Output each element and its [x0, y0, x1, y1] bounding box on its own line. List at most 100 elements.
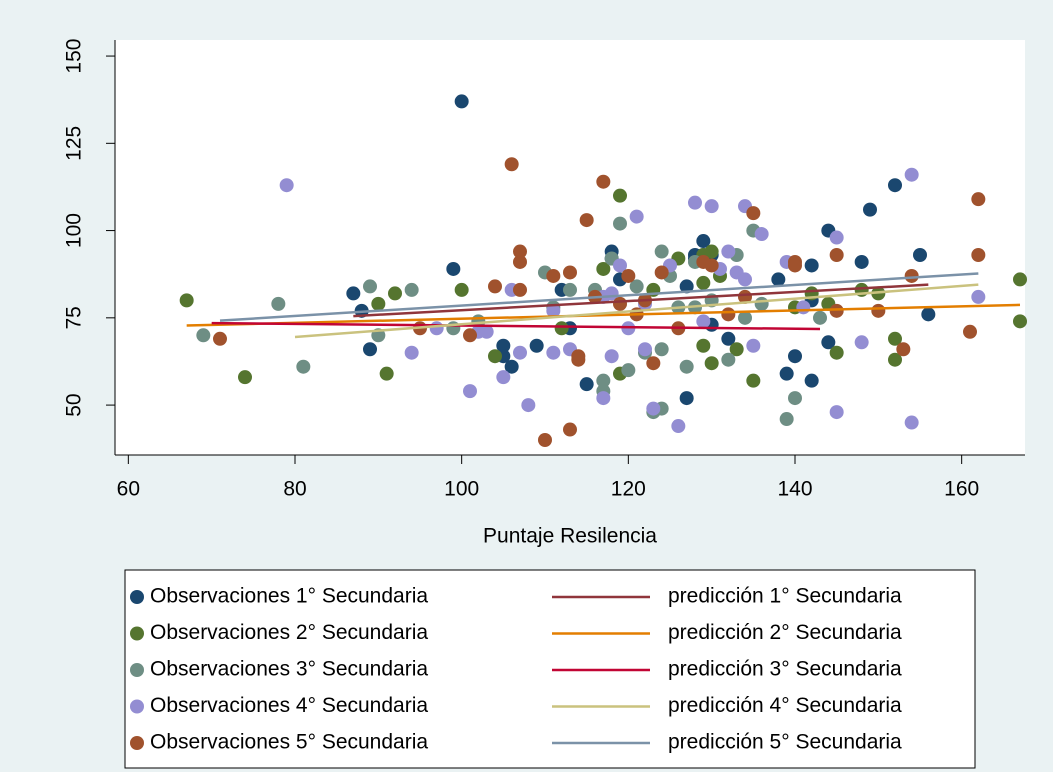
point — [371, 296, 386, 311]
point — [271, 296, 286, 311]
point — [721, 307, 736, 322]
point — [921, 307, 936, 322]
legend-label: Observaciones 2° Secundaria — [150, 621, 428, 644]
point — [596, 261, 611, 276]
point — [688, 195, 702, 210]
point — [488, 279, 502, 294]
point — [829, 405, 844, 420]
point — [563, 265, 577, 280]
legend-marker — [130, 699, 144, 714]
point — [679, 279, 694, 294]
y-tick-label: 150 — [63, 39, 86, 74]
point — [513, 244, 527, 259]
point — [279, 178, 294, 193]
point — [579, 377, 594, 392]
point — [446, 261, 461, 276]
point — [754, 296, 769, 311]
point — [721, 352, 736, 367]
point — [529, 338, 544, 353]
point — [479, 324, 494, 339]
point — [613, 258, 627, 273]
y-tick-label: 75 — [63, 306, 86, 329]
point — [513, 345, 527, 360]
point — [671, 419, 686, 434]
legend-marker — [130, 736, 144, 750]
point — [296, 359, 311, 374]
point — [696, 314, 711, 329]
point — [613, 216, 627, 231]
point — [454, 282, 469, 297]
point — [788, 258, 802, 273]
point — [429, 321, 444, 336]
point — [788, 391, 802, 406]
point — [629, 279, 644, 294]
point — [621, 363, 636, 378]
x-tick-label: 140 — [777, 478, 812, 501]
point — [463, 384, 477, 399]
prediction-line — [186, 303, 1021, 327]
point — [629, 209, 644, 224]
point — [746, 206, 761, 221]
point — [779, 412, 794, 427]
point — [813, 310, 827, 325]
point — [546, 268, 561, 283]
point — [704, 199, 719, 214]
point — [554, 321, 569, 336]
point — [696, 234, 711, 249]
point — [654, 265, 669, 280]
point — [596, 373, 611, 388]
point — [854, 254, 869, 269]
point — [646, 401, 661, 416]
point — [521, 398, 536, 413]
point — [771, 272, 786, 287]
point — [546, 303, 561, 318]
point — [496, 370, 511, 385]
point — [738, 272, 752, 287]
point — [971, 248, 986, 263]
point — [863, 202, 877, 217]
point — [704, 356, 719, 371]
legend-label: Observaciones 3° Secundaria — [150, 658, 428, 681]
point — [871, 303, 886, 318]
point — [546, 345, 561, 360]
point — [696, 275, 711, 290]
point — [513, 282, 527, 297]
point — [238, 370, 252, 385]
point — [754, 227, 769, 242]
prediction-line — [353, 283, 929, 318]
point — [404, 345, 419, 360]
point — [488, 349, 502, 364]
point — [804, 258, 819, 273]
point — [196, 328, 211, 343]
point — [788, 349, 802, 364]
point — [904, 415, 919, 430]
point — [829, 248, 844, 263]
point — [904, 268, 919, 283]
point — [638, 342, 652, 357]
point — [613, 296, 627, 311]
legend-marker — [130, 663, 144, 677]
point — [596, 391, 611, 406]
y-tick-label: 50 — [63, 393, 86, 416]
point — [538, 432, 552, 447]
point — [896, 342, 911, 357]
x-tick-label: 100 — [444, 478, 479, 501]
point — [829, 303, 844, 318]
point — [496, 338, 511, 353]
legend-label: predicción 3° Secundaria — [668, 658, 902, 681]
legend — [124, 569, 976, 769]
prediction-line — [211, 321, 821, 331]
point — [1013, 314, 1027, 329]
point — [746, 338, 761, 353]
x-tick-label: 120 — [611, 478, 646, 501]
point — [213, 331, 227, 346]
point — [971, 289, 986, 304]
legend-label: Observaciones 1° Secundaria — [150, 585, 428, 608]
point — [721, 331, 736, 346]
point — [346, 286, 361, 301]
point — [654, 244, 669, 259]
prediction-line — [294, 283, 979, 339]
point — [604, 349, 619, 364]
point — [646, 356, 661, 371]
